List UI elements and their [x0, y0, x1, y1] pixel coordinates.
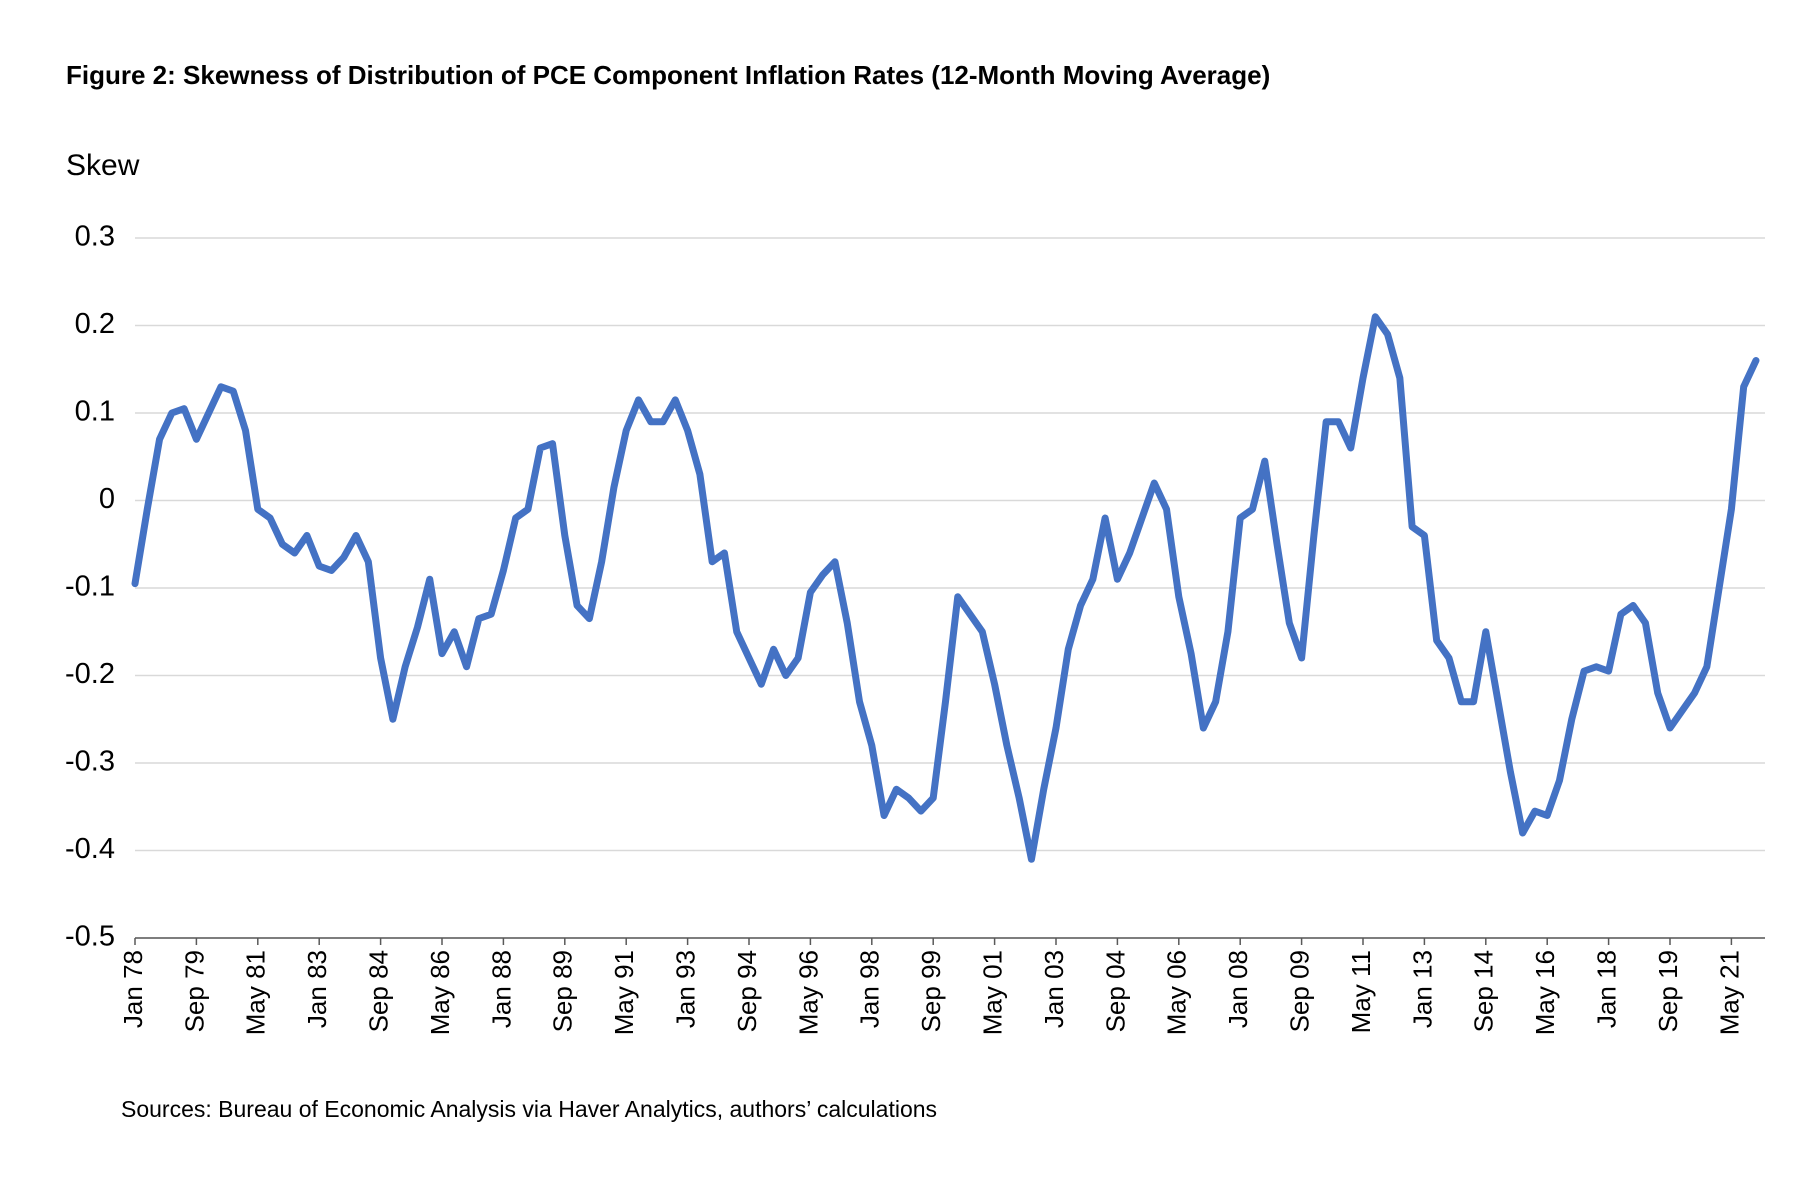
- x-tick-label: Jan 13: [1407, 950, 1437, 1028]
- y-tick-label: -0.2: [65, 658, 115, 690]
- x-tick-label: Sep 09: [1284, 950, 1314, 1032]
- x-tick-label: May 81: [241, 950, 271, 1035]
- x-tick-label: May 06: [1162, 950, 1192, 1035]
- x-tick-label: Sep 99: [916, 950, 946, 1032]
- x-tick-label: Jan 93: [670, 950, 700, 1028]
- x-tick-label: May 91: [609, 950, 639, 1035]
- y-tick-label: -0.1: [65, 571, 115, 603]
- chart-title: Figure 2: Skewness of Distribution of PC…: [66, 60, 1270, 90]
- x-tick-label: Sep 14: [1469, 950, 1499, 1032]
- y-tick-label: -0.3: [65, 746, 115, 778]
- y-tick-label: 0.2: [75, 308, 115, 340]
- data-line: [131, 313, 1760, 863]
- y-axis-label: Skew: [66, 149, 140, 182]
- x-tick-label: May 01: [977, 950, 1007, 1035]
- y-tick-label: 0.1: [75, 396, 115, 428]
- x-tick-label: Jan 78: [118, 950, 148, 1028]
- x-tick-label: Sep 04: [1100, 950, 1130, 1032]
- x-tick-label: May 21: [1714, 950, 1744, 1035]
- y-tick-label: 0: [99, 483, 115, 515]
- x-tick-label: Sep 84: [363, 950, 393, 1032]
- x-tick-label: Sep 89: [548, 950, 578, 1032]
- x-tick-label: Sep 79: [179, 950, 209, 1032]
- x-tick-label: May 86: [425, 950, 455, 1035]
- x-tick-label: May 96: [793, 950, 823, 1035]
- x-tick-label: Jan 98: [855, 950, 885, 1028]
- x-tick-label: Jan 83: [302, 950, 332, 1028]
- source-note: Sources: Bureau of Economic Analysis via…: [121, 1096, 937, 1122]
- x-tick-label: May 16: [1530, 950, 1560, 1035]
- x-tick-label: May 11: [1346, 950, 1376, 1033]
- x-tick-label: Sep 19: [1653, 950, 1683, 1032]
- x-tick-label: Jan 03: [1039, 950, 1069, 1028]
- x-tick-label: Jan 88: [486, 950, 516, 1028]
- y-tick-label: -0.5: [65, 921, 115, 953]
- y-tick-label: -0.4: [65, 833, 115, 865]
- x-tick-label: Sep 94: [732, 950, 762, 1032]
- x-tick-label: Jan 08: [1223, 950, 1253, 1028]
- x-tick-label: Jan 18: [1591, 950, 1621, 1028]
- y-tick-label: 0.3: [75, 221, 115, 253]
